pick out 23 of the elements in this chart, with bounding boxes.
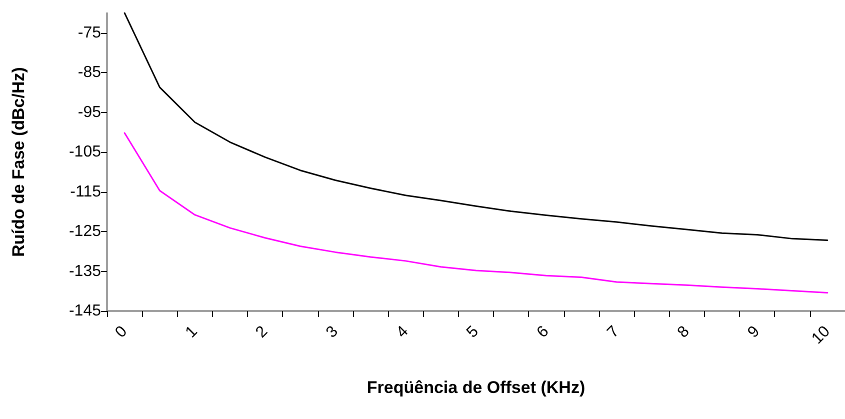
- x-tick-label: 4: [393, 322, 412, 342]
- line-series: [124, 132, 828, 294]
- x-tick-label: 10: [808, 322, 834, 348]
- line-series: [124, 12, 828, 242]
- x-tick-label: 6: [534, 322, 552, 342]
- y-tick-label: -105: [68, 144, 102, 161]
- y-tick-label: -85: [78, 64, 102, 82]
- x-tick-label: 8: [674, 322, 693, 342]
- x-tick-label: 7: [604, 322, 623, 342]
- x-tick-label: 2: [252, 322, 272, 342]
- x-tick-label: 5: [464, 322, 482, 342]
- y-tick-label: -125: [68, 223, 102, 240]
- x-tick-label: 3: [323, 322, 342, 342]
- x-tick-label: 1: [182, 322, 201, 342]
- y-axis-title: Ruído de Fase (dBc/Hz): [9, 67, 28, 257]
- y-tick-label: -135: [68, 262, 102, 280]
- x-tick-label: 9: [744, 322, 764, 342]
- x-tick-label: 0: [112, 322, 131, 342]
- x-axis-title: Freqüência de Offset (KHz): [366, 378, 586, 397]
- y-tick-label: -75: [78, 24, 102, 42]
- y-tick-label: -95: [78, 104, 102, 121]
- y-tick-label: -145: [68, 302, 102, 320]
- y-tick-label: -115: [70, 183, 102, 200]
